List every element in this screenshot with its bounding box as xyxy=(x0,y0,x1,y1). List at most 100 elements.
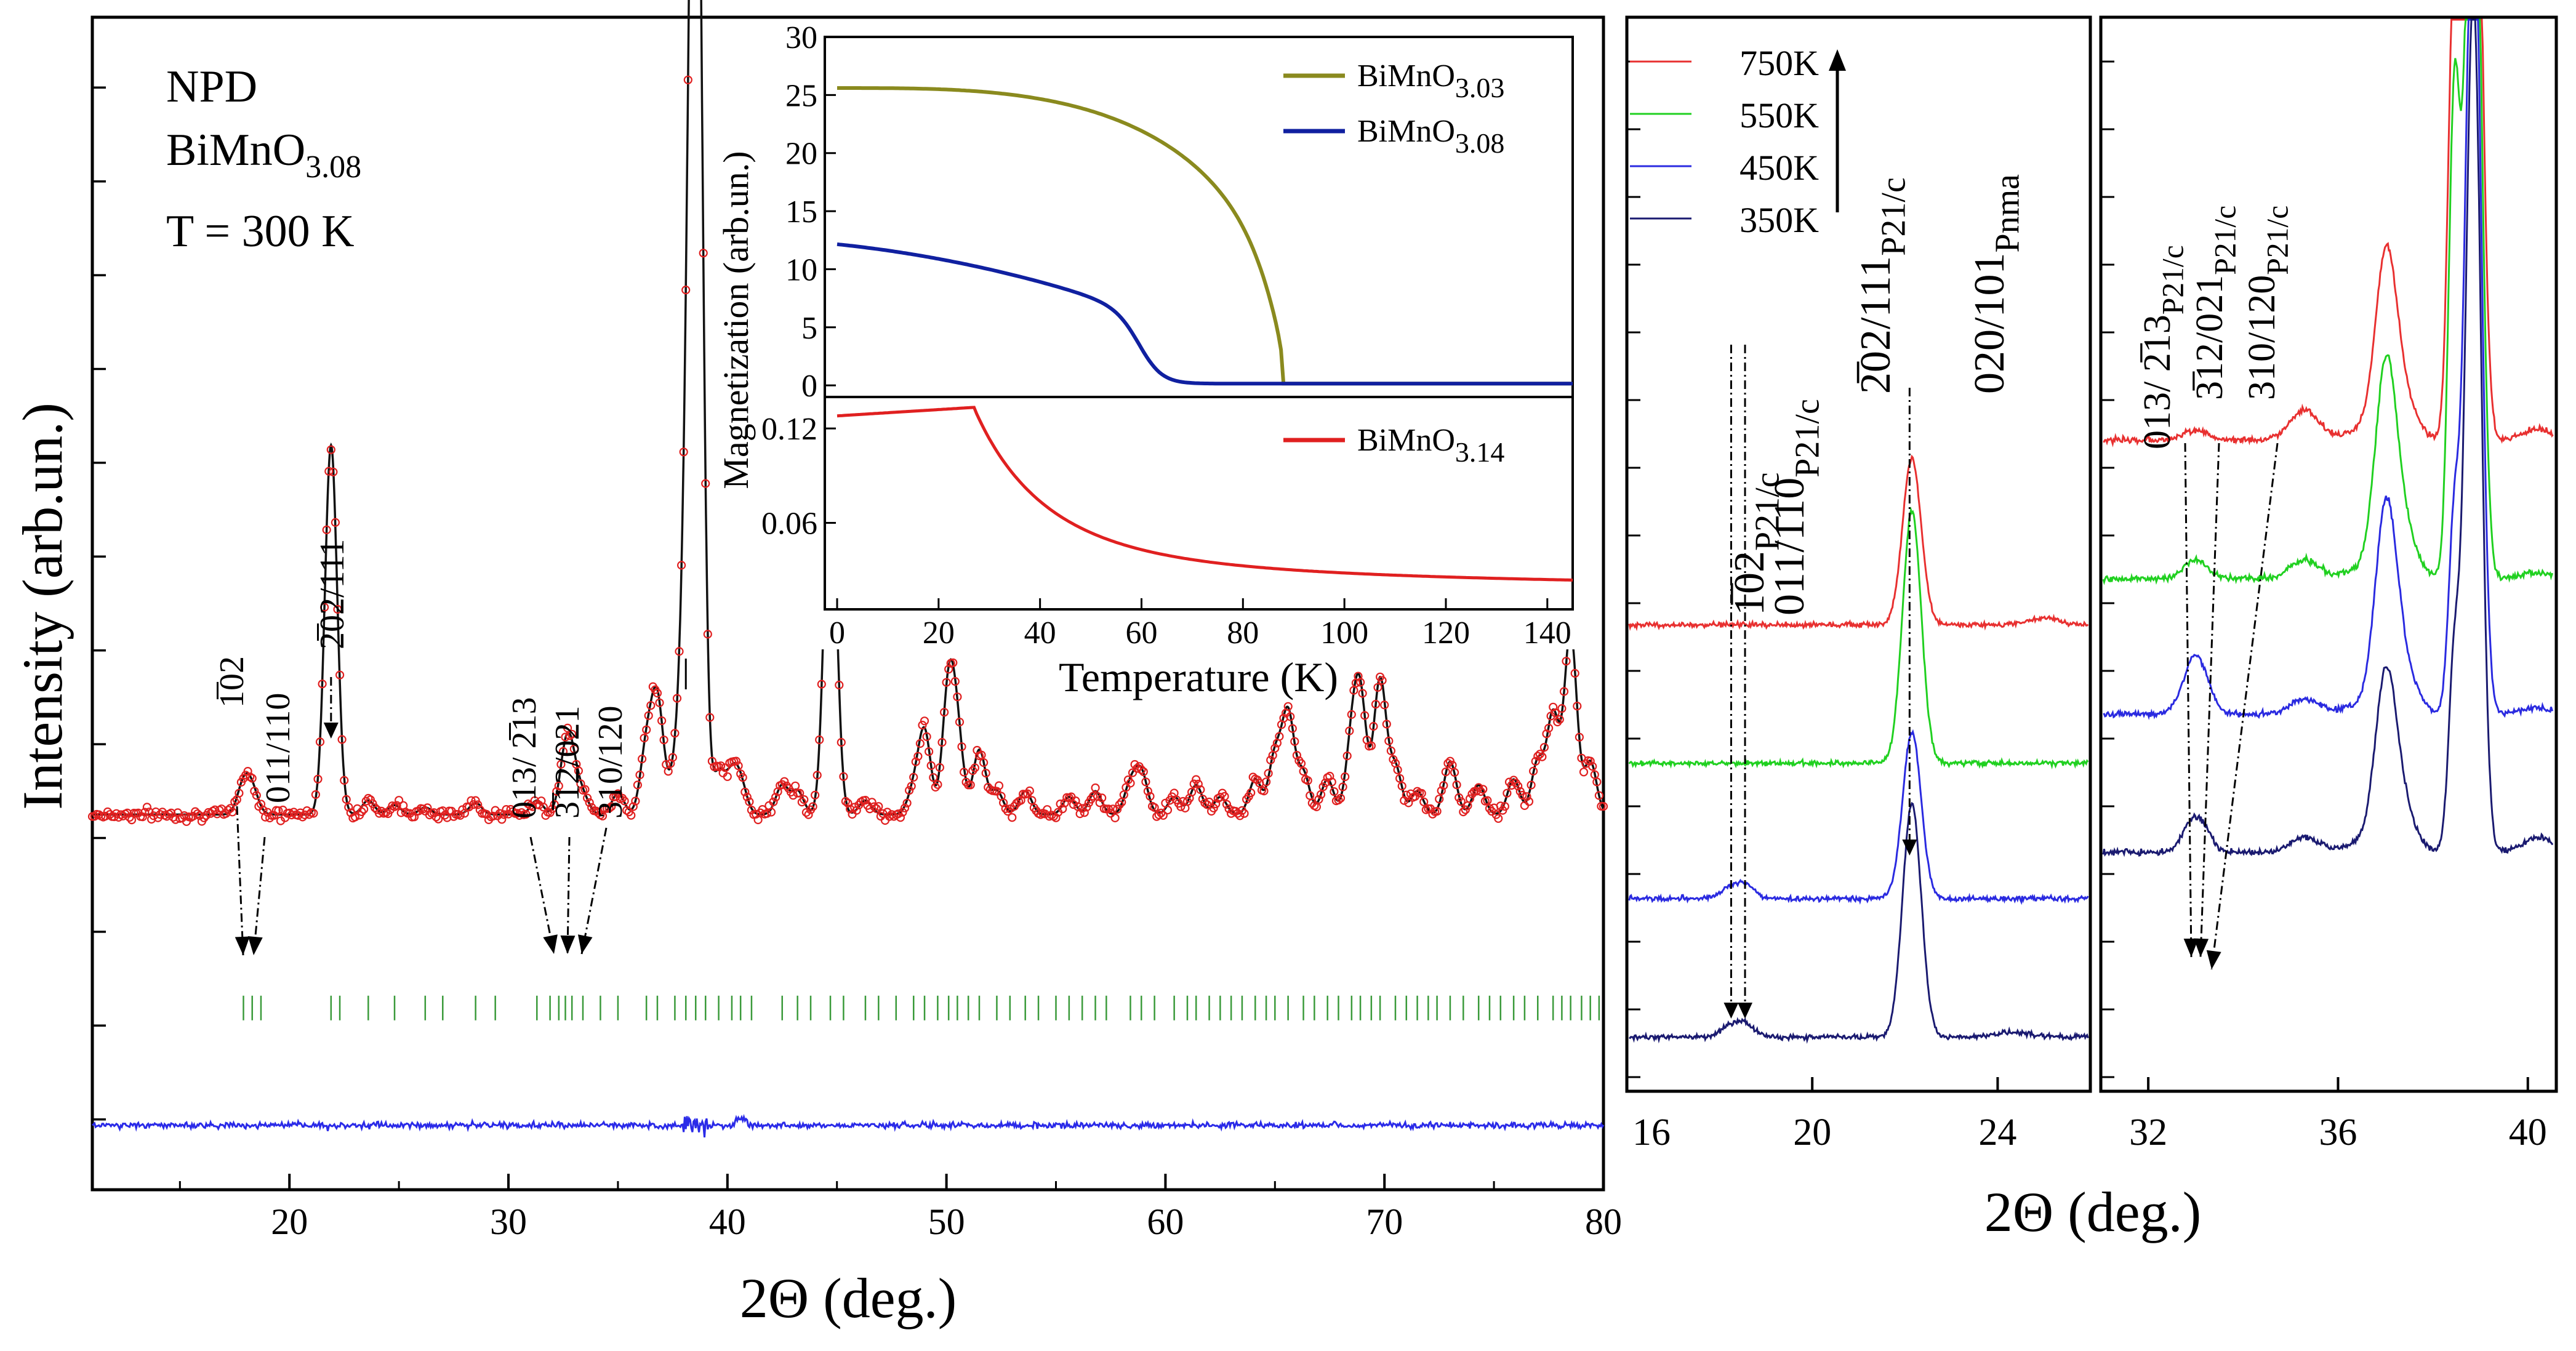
observed-point xyxy=(313,774,323,784)
legend-3-03-sub: 3.03 xyxy=(1455,72,1505,103)
observed-point xyxy=(902,798,912,808)
observed-point xyxy=(1264,769,1273,778)
observed-point xyxy=(1235,811,1245,820)
observed-point xyxy=(1275,732,1284,741)
observed-point xyxy=(740,787,750,796)
observed-point xyxy=(959,768,969,777)
observed-point xyxy=(955,717,965,727)
observed-point xyxy=(1091,783,1100,793)
legend-label-350K: 350K xyxy=(1739,200,1819,240)
right-b-label-310-120: 310/120P21/c xyxy=(2241,206,2295,400)
observed-point xyxy=(311,790,321,800)
right-b-curve-350K xyxy=(2102,18,2553,857)
observed-point xyxy=(1544,723,1554,733)
peak-label-202-111: 2̅02/111 xyxy=(313,539,351,649)
observed-point xyxy=(949,658,958,667)
observed-point xyxy=(1356,678,1365,687)
observed-point xyxy=(670,729,680,738)
observed-point xyxy=(1338,782,1347,792)
observed-point xyxy=(701,479,710,488)
observed-point xyxy=(199,813,209,822)
legend-bimno-3-03: BiMnO3.03 xyxy=(1357,58,1504,103)
observed-point xyxy=(738,773,747,782)
annotation-sample: BiMnO3.08 xyxy=(166,125,361,185)
inset-x-tick-label: 0 xyxy=(829,615,845,651)
observed-point xyxy=(1553,717,1562,727)
right-b-ticks: 32 36 40 xyxy=(2101,60,2547,1153)
main-x-axis-label: 2Θ (deg.) xyxy=(740,1267,957,1329)
observed-point xyxy=(1467,789,1477,799)
observed-point xyxy=(319,603,329,612)
observed-point xyxy=(1538,752,1547,761)
observed-point xyxy=(631,796,640,806)
right-a-curve-450K xyxy=(1628,729,2089,905)
observed-point xyxy=(633,780,643,790)
observed-point xyxy=(504,809,513,819)
observed-point xyxy=(613,789,623,798)
observed-point xyxy=(1527,780,1536,790)
observed-point xyxy=(977,750,986,760)
observed-point xyxy=(909,772,918,782)
observed-point xyxy=(1286,712,1295,721)
observed-point xyxy=(265,813,275,823)
observed-point xyxy=(810,790,820,800)
observed-point xyxy=(1562,657,1571,666)
observed-point xyxy=(966,780,975,790)
inset-top-y-tick-label: 5 xyxy=(801,311,817,346)
observed-point xyxy=(1358,689,1367,698)
observed-point xyxy=(322,525,331,535)
observed-point xyxy=(1586,756,1595,766)
legend-3-03-main: BiMnO xyxy=(1357,58,1455,94)
observed-point xyxy=(138,812,147,822)
observed-point xyxy=(569,744,579,754)
observed-point xyxy=(911,757,920,766)
observed-point xyxy=(1231,806,1240,816)
observed-point xyxy=(1529,766,1538,776)
observed-point xyxy=(1599,801,1608,811)
observed-point xyxy=(1200,798,1210,808)
observed-point xyxy=(979,758,989,768)
observed-point xyxy=(870,802,879,811)
inset-top-y-tick-label: 25 xyxy=(785,78,817,113)
observed-point xyxy=(950,676,960,686)
observed-point xyxy=(635,770,644,780)
observed-point xyxy=(924,747,934,756)
peak-label-310-120: 310/120 xyxy=(592,705,630,819)
observed-point xyxy=(1559,687,1569,696)
observed-point xyxy=(939,708,949,717)
arrow-head xyxy=(1723,1003,1739,1019)
inset-x-tick-label: 20 xyxy=(923,615,955,651)
inset-x-tick-label: 140 xyxy=(1523,615,1571,651)
observed-point xyxy=(1259,786,1269,796)
observed-point xyxy=(140,808,150,817)
right-a-legend: 750K 550K 450K 350K xyxy=(1630,43,1846,240)
observed-point xyxy=(1435,795,1444,804)
inset-x-tick-label: 100 xyxy=(1320,615,1368,651)
observed-point xyxy=(1404,798,1413,808)
right-b-label-312-021: 3̅12/021P21/c xyxy=(2189,206,2242,400)
right-b-x-tick-label: 40 xyxy=(2509,1112,2547,1153)
main-x-tick-label: 30 xyxy=(490,1201,527,1242)
arrow-head xyxy=(1738,1003,1753,1019)
observed-point xyxy=(627,811,636,820)
observed-point xyxy=(652,688,662,698)
inset-top-y-tick-label: 15 xyxy=(785,194,817,230)
arrow-shaft xyxy=(2199,443,2220,958)
observed-point xyxy=(499,810,509,819)
observed-point xyxy=(556,760,566,769)
observed-point xyxy=(1386,746,1395,756)
observed-point xyxy=(370,803,380,812)
arrow-shaft xyxy=(529,836,555,955)
observed-point xyxy=(1371,700,1381,709)
observed-point xyxy=(1347,710,1356,720)
observed-point xyxy=(883,808,892,817)
observed-point xyxy=(331,518,340,527)
main-x-tick-label: 80 xyxy=(1585,1201,1622,1242)
observed-point xyxy=(1248,772,1258,782)
legend-3-14-main: BiMnO xyxy=(1357,423,1455,458)
observed-point xyxy=(517,808,526,817)
observed-point xyxy=(1514,782,1523,791)
observed-point xyxy=(305,810,314,819)
